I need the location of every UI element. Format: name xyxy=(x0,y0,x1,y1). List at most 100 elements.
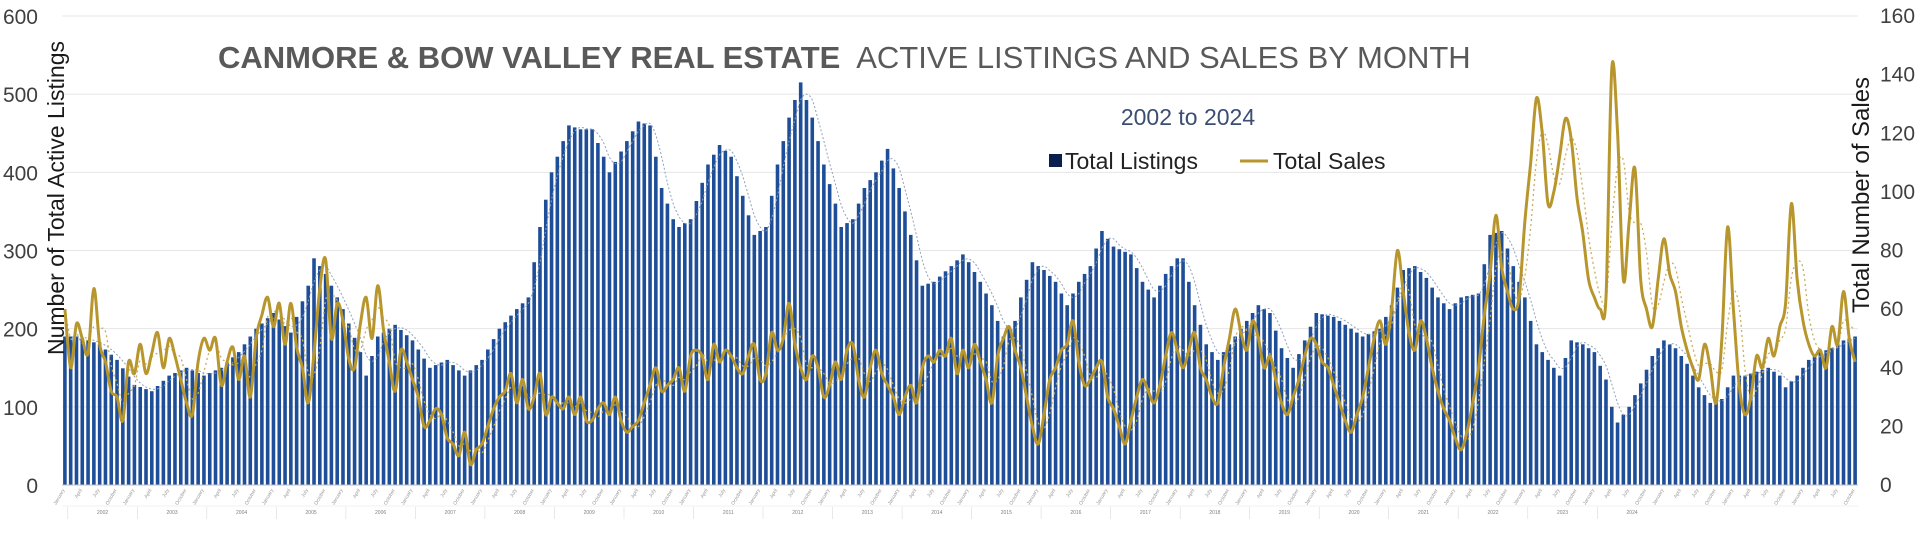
listing-bar xyxy=(949,266,954,485)
x-month-label: July xyxy=(926,488,936,499)
listing-bar xyxy=(1824,350,1828,485)
listing-bar xyxy=(190,370,195,485)
x-month-label: July xyxy=(996,488,1006,499)
listing-bar xyxy=(700,182,704,486)
x-month-label: July xyxy=(1482,488,1492,499)
listing-bar xyxy=(1430,287,1434,485)
listing-bar xyxy=(1633,395,1637,485)
listing-bar xyxy=(1308,326,1313,485)
listing-bar xyxy=(97,344,102,485)
listing-bar xyxy=(399,330,403,485)
x-month-label: April xyxy=(352,488,362,500)
x-month-label: July xyxy=(578,488,588,499)
x-month-label: January xyxy=(1373,488,1387,507)
listing-bar xyxy=(1447,309,1452,485)
listing-bar xyxy=(1378,328,1382,485)
x-year-label: 2017 xyxy=(1140,510,1151,516)
listing-bar xyxy=(1720,399,1724,485)
listing-bar xyxy=(885,148,890,485)
listing-bar xyxy=(1482,264,1487,485)
listing-bar xyxy=(798,82,803,486)
listing-bar xyxy=(1685,363,1689,485)
x-month-label: July xyxy=(1204,488,1214,499)
listing-bar xyxy=(1470,294,1475,485)
listing-bar xyxy=(1801,367,1805,486)
listing-bar xyxy=(1586,348,1591,485)
listing-bar xyxy=(1783,387,1788,485)
x-month-label: April xyxy=(630,488,640,500)
legend-label-listings[interactable]: Total Listings xyxy=(1065,148,1198,174)
sales-line xyxy=(63,60,1857,467)
listing-bar xyxy=(538,227,542,485)
listing-bar xyxy=(1806,359,1811,485)
x-axis: January April July October January April July O… xyxy=(53,488,1858,519)
listing-bar xyxy=(329,285,334,485)
listing-bar xyxy=(1731,375,1736,485)
y-tick-right: 0 xyxy=(1880,474,1892,497)
listing-bar xyxy=(706,164,710,485)
listing-bar xyxy=(1743,375,1747,485)
listing-bar xyxy=(1129,254,1133,485)
x-month-label: January xyxy=(470,488,484,507)
listing-bar xyxy=(80,338,85,485)
listings-trendline xyxy=(64,93,1856,417)
listing-bar xyxy=(1256,305,1261,485)
y-tick-right: 120 xyxy=(1880,122,1915,145)
x-month-label: October xyxy=(313,488,327,507)
x-year-label: 2015 xyxy=(1001,510,1012,516)
listing-bar xyxy=(1204,344,1209,485)
listing-bar xyxy=(1273,330,1278,485)
x-month-label: January xyxy=(1652,488,1666,507)
legend-label-sales[interactable]: Total Sales xyxy=(1273,148,1386,174)
x-month-label: October xyxy=(1773,488,1787,507)
x-month-label: April xyxy=(978,488,988,500)
listing-bar xyxy=(144,389,148,485)
listing-bar xyxy=(318,266,322,485)
listing-bar xyxy=(642,123,647,485)
listing-bar xyxy=(86,340,90,485)
x-month-label: October xyxy=(1008,488,1022,507)
x-month-label: January xyxy=(539,488,553,507)
listing-bar xyxy=(1297,354,1301,485)
chart-title: CANMORE & BOW VALLEY REAL ESTATE ACTIVE … xyxy=(218,40,1471,75)
x-year-label: 2003 xyxy=(167,510,178,516)
listing-bar xyxy=(1615,422,1620,485)
x-month-label: July xyxy=(509,488,519,499)
listing-bar xyxy=(1100,231,1104,485)
listing-bar xyxy=(769,195,774,486)
listing-bar xyxy=(1088,266,1093,485)
y-tick-right: 20 xyxy=(1880,415,1903,438)
listing-bar xyxy=(851,219,855,485)
listing-bar xyxy=(1250,313,1255,485)
listing-bar xyxy=(428,367,432,486)
listing-bar xyxy=(375,336,380,485)
listing-bar xyxy=(161,380,166,485)
listing-bar xyxy=(1349,328,1353,485)
listing-bar xyxy=(746,215,751,486)
listing-bar xyxy=(671,219,676,485)
listing-bar xyxy=(630,131,635,486)
listing-bar xyxy=(1546,359,1550,485)
sales-moving-average xyxy=(64,130,1856,454)
x-year-label: 2004 xyxy=(236,510,247,516)
listing-bar xyxy=(584,129,589,486)
x-month-label: July xyxy=(161,488,171,499)
listing-bar xyxy=(219,367,224,486)
x-month-label: July xyxy=(439,488,449,499)
listing-bar xyxy=(167,375,171,485)
listing-bar xyxy=(277,319,282,485)
x-month-label: April xyxy=(1325,488,1335,500)
listing-bar xyxy=(775,164,780,485)
listing-bar xyxy=(1691,375,1695,485)
listing-bar xyxy=(1534,344,1539,485)
x-month-label: January xyxy=(1443,488,1457,507)
listing-bar xyxy=(370,356,374,485)
listing-bar xyxy=(1117,249,1122,485)
x-month-label: April xyxy=(213,488,223,500)
listing-bar xyxy=(1517,281,1521,485)
listing-bar xyxy=(665,203,670,485)
listing-bar xyxy=(150,391,154,485)
listing-bar xyxy=(1459,297,1463,485)
listing-bar xyxy=(1528,320,1533,485)
listing-bar xyxy=(92,342,96,485)
